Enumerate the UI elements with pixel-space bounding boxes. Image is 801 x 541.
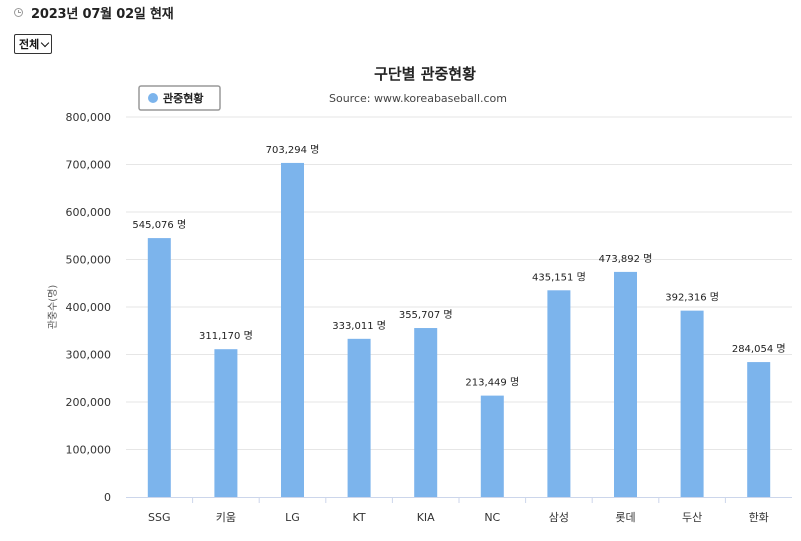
- legend-marker: [148, 93, 158, 103]
- bar[interactable]: [147, 238, 171, 497]
- y-tick-label: 100,000: [66, 444, 112, 457]
- y-tick-label: 800,000: [66, 111, 112, 124]
- x-tick-label: LG: [285, 511, 300, 524]
- axis-layer: 0 100,000 200,000 300,000 400,000 500,000 600,…: [66, 111, 792, 524]
- x-tick-label: 한화: [749, 511, 769, 524]
- filter-selected-value: 전체: [19, 38, 40, 51]
- bar[interactable]: [347, 338, 371, 497]
- bar-layer: [147, 162, 771, 497]
- y-tick-label: 300,000: [66, 349, 112, 362]
- data-label: 213,449 명: [465, 377, 519, 389]
- date-row: 2023년 07월 02일 현재: [14, 2, 174, 22]
- bar[interactable]: [614, 271, 637, 497]
- data-label: 435,151 명: [532, 271, 586, 283]
- bar[interactable]: [480, 395, 504, 497]
- data-label: 333,011 명: [332, 320, 386, 332]
- chart-legend[interactable]: 관중현황: [138, 85, 221, 111]
- x-tick-label: KIA: [417, 511, 435, 524]
- y-tick-label: 200,000: [66, 396, 112, 409]
- legend-label: 관중현황: [163, 91, 203, 105]
- data-label: 284,054 명: [732, 343, 786, 355]
- x-tick-label: 롯데: [615, 511, 635, 524]
- y-tick-label: 400,000: [66, 301, 112, 314]
- chart-subtitle: Source: www.koreabaseball.com: [329, 92, 507, 105]
- y-tick-label: 600,000: [66, 206, 112, 219]
- bar[interactable]: [281, 162, 304, 497]
- chart-title: 구단별 관중현황: [374, 65, 476, 83]
- date-text: 2023년 07월 02일 현재: [31, 6, 174, 22]
- data-label: 703,294 명: [266, 144, 320, 156]
- y-axis-label: 관중수(명): [47, 285, 59, 330]
- bar[interactable]: [414, 328, 438, 497]
- data-label: 392,316 명: [665, 292, 719, 304]
- y-tick-label: 500,000: [66, 254, 112, 267]
- bar[interactable]: [547, 290, 571, 497]
- bar[interactable]: [680, 310, 704, 497]
- bar[interactable]: [214, 349, 238, 497]
- bar[interactable]: [747, 362, 771, 497]
- legend-box: [138, 85, 221, 111]
- clock-icon: [14, 7, 23, 17]
- x-tick-label: 삼성: [549, 511, 569, 524]
- x-tick-label: 두산: [682, 511, 702, 524]
- data-label: 355,707 명: [399, 309, 453, 321]
- data-label: 545,076 명: [132, 219, 186, 231]
- x-tick-label: KT: [353, 511, 366, 524]
- y-tick-label: 700,000: [66, 159, 112, 172]
- x-tick-label: 키움: [216, 511, 236, 524]
- x-tick-label: NC: [484, 511, 500, 524]
- team-filter-select[interactable]: 전체: [14, 34, 53, 54]
- data-label: 311,170 명: [199, 330, 253, 342]
- y-tick-label: 0: [104, 491, 111, 504]
- x-tick-label: SSG: [148, 511, 171, 524]
- label-layer: 545,076 명 311,170 명 703,294 명 333,011 명 355,…: [132, 144, 785, 389]
- data-label: 473,892 명: [599, 253, 653, 265]
